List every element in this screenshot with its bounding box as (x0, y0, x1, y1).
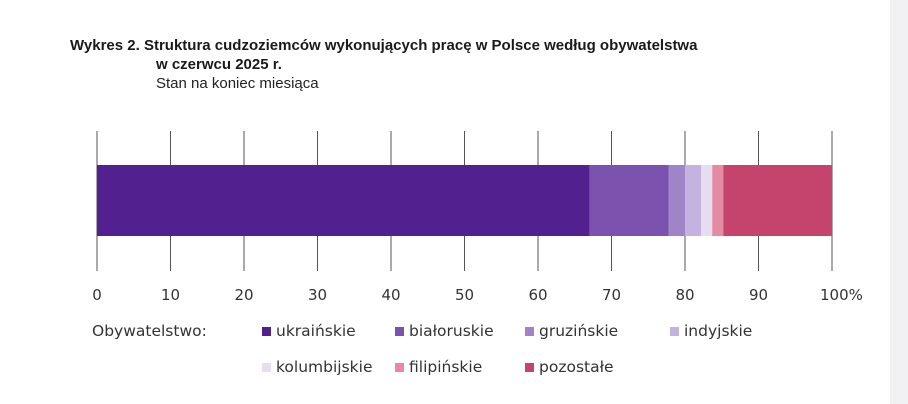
chart-subtitle: Stan na koniec miesiąca (156, 75, 319, 92)
legend-swatch (262, 326, 271, 336)
chart-title-prefix: Wykres 2. (70, 37, 140, 54)
x-tick-label: 90 (749, 286, 768, 304)
bar-segment-5 (701, 165, 713, 236)
legend-swatch (525, 362, 534, 372)
x-tick-label: 80 (675, 286, 694, 304)
chart-title-continuation: w czerwcu 2025 r. (156, 56, 282, 73)
x-tick-label: 20 (234, 286, 253, 304)
legend-title: Obywatelstwo: (92, 322, 207, 340)
legend-item: kolumbijskie (262, 358, 372, 376)
bar-segment-1 (97, 165, 590, 236)
legend-item: pozostałe (525, 358, 614, 376)
legend-item: białoruskie (395, 322, 494, 340)
x-tick-label: 100% (820, 286, 863, 304)
bar-segment-4 (685, 165, 702, 236)
x-tick-label: 60 (528, 286, 547, 304)
x-tick-label: 70 (602, 286, 621, 304)
legend-label: gruzińskie (539, 322, 619, 340)
legend-label: pozostałe (539, 358, 614, 376)
legend-label: filipińskie (409, 358, 483, 376)
bar-segment-2 (589, 165, 669, 236)
legend-swatch (395, 362, 404, 372)
x-tick-label: 50 (455, 286, 474, 304)
chart-title-block: Wykres 2. Struktura cudzoziemców wykonuj… (70, 36, 870, 94)
legend-label: indyjskie (684, 322, 753, 340)
legend-item: indyjskie (670, 322, 752, 340)
legend-label: ukraińskie (276, 322, 356, 340)
x-tick-label: 0 (92, 286, 102, 304)
legend-item: filipińskie (395, 358, 482, 376)
legend-swatch (525, 326, 534, 336)
x-tick-label: 30 (308, 286, 327, 304)
legend-swatch (395, 326, 404, 336)
legend-label: kolumbijskie (276, 358, 373, 376)
legend-swatch (262, 362, 271, 372)
legend-label: białoruskie (409, 322, 494, 340)
bar-segment-7 (723, 165, 832, 236)
bar-segment-6 (712, 165, 724, 236)
legend-swatch (670, 326, 679, 336)
legend-item: ukraińskie (262, 322, 356, 340)
right-margin-strip (890, 0, 908, 404)
x-tick-label: 10 (161, 286, 180, 304)
chart-title-text: Struktura cudzoziemców wykonujących prac… (143, 37, 698, 54)
chart-title: Wykres 2. Struktura cudzoziemców wykonuj… (70, 36, 870, 55)
x-tick-label: 40 (381, 286, 400, 304)
legend-item: gruzińskie (525, 322, 618, 340)
bar-segment-3 (668, 165, 685, 236)
